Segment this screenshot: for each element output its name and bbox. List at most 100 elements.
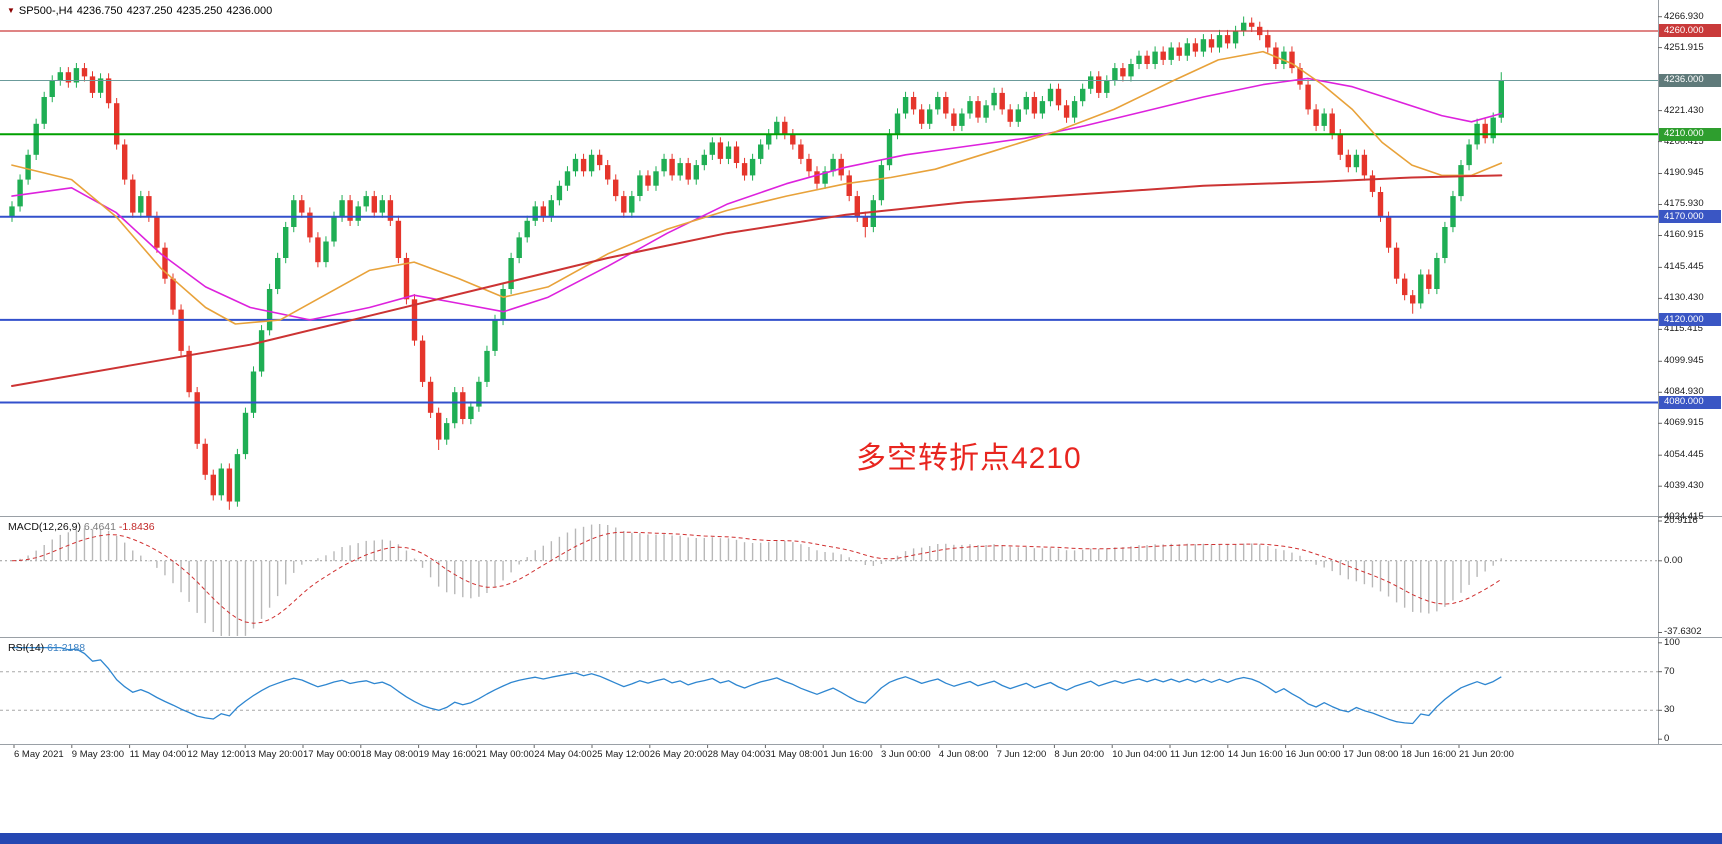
candle-bullish [1498, 80, 1504, 118]
candle-bullish [331, 216, 337, 242]
candle-bearish [130, 179, 136, 213]
candle-bearish [186, 350, 192, 393]
candle-bullish [1458, 165, 1464, 197]
candle-bearish [919, 109, 925, 124]
candle-bullish [9, 206, 15, 217]
ohlc-high: 4237.250 [126, 5, 173, 17]
candle-bearish [975, 101, 981, 118]
candle-bearish [1224, 35, 1231, 44]
candle-bearish [1345, 154, 1351, 168]
candle-bullish [266, 289, 273, 331]
candle-bullish [725, 146, 732, 159]
macd-signal-value: -1.8436 [118, 521, 155, 533]
candle-bearish [403, 258, 410, 300]
candle-bullish [508, 258, 514, 289]
candle-bullish [564, 171, 571, 186]
candle-bearish [1160, 51, 1166, 60]
candle-bearish [613, 179, 619, 197]
candle-bearish [202, 443, 208, 475]
candle-bullish [468, 406, 474, 419]
candle-bearish [862, 216, 868, 227]
candle-bearish [1192, 43, 1199, 52]
candle-bullish [379, 200, 385, 213]
candle-bullish [355, 206, 361, 221]
candle-bullish [1104, 80, 1110, 93]
symbol-marker-icon[interactable]: ▼ [7, 6, 15, 15]
candle-bullish [870, 200, 876, 227]
candle-bullish [218, 468, 224, 496]
candle-bearish [854, 196, 860, 217]
candle-bullish [1023, 97, 1029, 110]
candle-bullish [33, 123, 39, 155]
rsi-value: 61.2188 [47, 642, 86, 654]
candle-bearish [685, 163, 691, 180]
candle-bearish [105, 78, 112, 104]
candle-bullish [484, 350, 490, 382]
candle-bearish [114, 103, 120, 145]
candle-bullish [1128, 64, 1134, 77]
candle-bullish [1434, 258, 1440, 289]
candle-bearish [436, 412, 442, 440]
ma-orange [11, 50, 1503, 325]
candle-bullish [1450, 196, 1456, 228]
candle-bullish [1112, 68, 1118, 81]
candle-bearish [1055, 88, 1062, 106]
candle-bearish [178, 309, 184, 351]
candle-bullish [878, 165, 885, 201]
candle-bullish [886, 134, 893, 166]
candle-bullish [1216, 35, 1223, 48]
candle-bearish [1176, 47, 1182, 56]
candle-bullish [935, 97, 941, 110]
ma-red [11, 174, 1503, 387]
candle-bullish [516, 237, 522, 258]
candle-bearish [806, 158, 812, 172]
candle-bearish [540, 206, 546, 217]
candle-bullish [556, 185, 563, 201]
symbol-name: SP500-,H4 [18, 5, 73, 17]
candle-bullish [894, 113, 901, 135]
candle-bearish [1393, 247, 1400, 279]
candle-bullish [250, 371, 257, 413]
candle-bullish [1418, 274, 1424, 304]
rsi-indicator-label: RSI(14) 61.2188 [8, 642, 85, 654]
candle-bearish [838, 158, 844, 176]
candle-bullish [41, 97, 47, 124]
candle-bullish [1039, 101, 1046, 114]
candle-bearish [1410, 295, 1416, 304]
candle-bearish [1402, 278, 1408, 296]
macd-histogram [19, 524, 1502, 636]
candle-bullish [1015, 109, 1021, 122]
chart-annotation-text: 多空转折点4210 [856, 442, 1082, 475]
candle-bullish [1047, 88, 1054, 102]
candle-bearish [1096, 76, 1102, 93]
candle-bearish [299, 200, 305, 213]
candle-bearish [669, 158, 675, 176]
candle-bearish [1289, 51, 1295, 69]
candle-bearish [798, 144, 804, 159]
candle-bearish [1120, 68, 1126, 77]
candle-bullish [258, 330, 265, 372]
candle-bullish [1168, 47, 1174, 60]
candle-bullish [661, 158, 667, 172]
ohlc-low: 4235.250 [176, 5, 223, 17]
candles-layer[interactable] [9, 16, 1504, 510]
candle-bullish [959, 113, 965, 126]
candle-bullish [822, 171, 828, 184]
candle-bullish [49, 80, 55, 97]
candle-bullish [25, 154, 31, 180]
candle-bullish [1232, 31, 1239, 44]
symbol-ohlc-readout: ▼ SP500-,H4 4236.750 4237.250 4235.250 4236.0… [7, 5, 276, 17]
candle-bullish [749, 158, 756, 176]
candle-bearish [65, 72, 72, 83]
candle-bearish [1208, 39, 1215, 48]
candle-bullish [492, 319, 498, 351]
candle-bullish [1281, 51, 1287, 64]
candle-bullish [500, 289, 506, 320]
candle-bearish [1265, 35, 1271, 48]
candle-bullish [548, 200, 554, 217]
candle-bullish [1442, 227, 1448, 258]
candle-bearish [645, 175, 651, 186]
candle-bullish [452, 392, 458, 424]
candle-bullish [902, 97, 909, 114]
